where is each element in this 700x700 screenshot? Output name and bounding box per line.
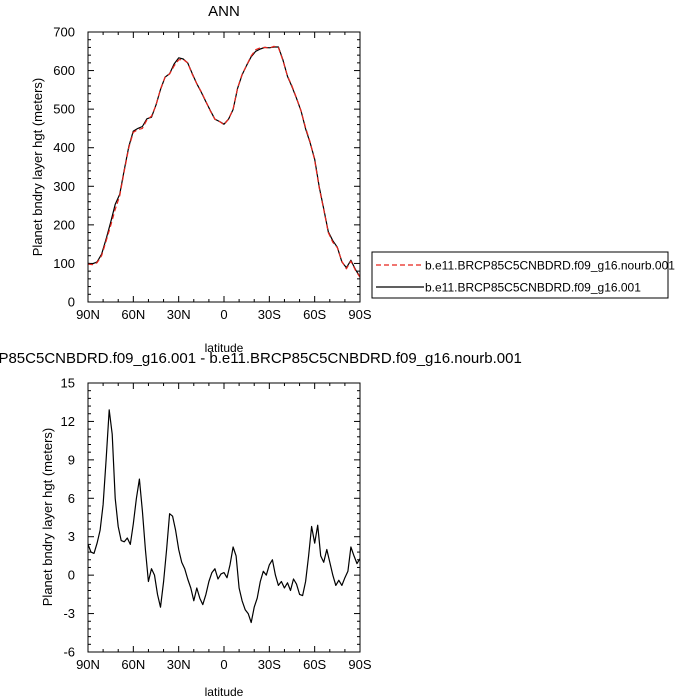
top-plot-title: ANN (208, 3, 240, 20)
top-y-tick-label: 400 (53, 140, 75, 155)
top-y-tick-label: 600 (53, 63, 75, 78)
bottom-plot-title: b.e11.BRCP85C5CNBDRD.f09_g16.001 - b.e11… (0, 350, 522, 367)
bottom-y-tick-label: 0 (68, 568, 75, 583)
bottom-x-tick-label: 60S (303, 657, 326, 672)
bottom-y-tick-label: 3 (68, 529, 75, 544)
bottom-plot: b.e11.BRCP85C5CNBDRD.f09_g16.001 - b.e11… (0, 350, 522, 699)
top-series-line-0 (87, 45, 361, 278)
bottom-x-tick-label: 90S (348, 657, 371, 672)
bottom-series-lines (87, 409, 361, 624)
top-y-tick-label: 200 (53, 217, 75, 232)
top-y-axis-label: Planet bndry layer hgt (meters) (30, 78, 45, 256)
top-x-tick-label: 90S (348, 307, 371, 322)
top-x-tick-label: 90N (76, 307, 100, 322)
bottom-x-tick-label: 60N (121, 657, 145, 672)
legend-box (371, 251, 669, 299)
bottom-y-axis-label: Planet bndry layer hgt (meters) (40, 428, 55, 606)
bottom-axis-ticks: 90N 60N 30N 0 30S 60S 90S -6 -3 0 3 6 9 12 15 (61, 376, 372, 673)
bottom-x-tick-label: 30S (258, 657, 281, 672)
top-y-tick-label: 700 (53, 25, 75, 40)
top-x-tick-label: 60S (303, 307, 326, 322)
bottom-y-tick-label: -3 (63, 606, 75, 621)
top-y-tick-label: 100 (53, 256, 75, 271)
top-series-lines (87, 45, 361, 278)
bottom-x-tick-label: 30N (167, 657, 191, 672)
bottom-y-tick-label: 6 (68, 491, 75, 506)
legend: b.e11.BRCP85C5CNBDRD.f09_g16.nourb.001 b… (371, 251, 675, 299)
top-x-tick-label: 30S (258, 307, 281, 322)
bottom-y-tick-label: -6 (63, 645, 75, 660)
top-y-tick-label: 0 (68, 295, 75, 310)
bottom-x-axis-label: latitude (205, 685, 244, 699)
bottom-y-tick-label: 12 (61, 414, 75, 429)
bottom-series-line-0 (87, 409, 361, 624)
top-x-tick-label: 0 (220, 307, 227, 322)
top-x-tick-label: 60N (121, 307, 145, 322)
top-series-line-1 (87, 46, 361, 278)
legend-label-nourb: b.e11.BRCP85C5CNBDRD.f09_g16.nourb.001 (425, 259, 675, 273)
bottom-x-tick-label: 0 (220, 657, 227, 672)
top-axis-ticks: 90N 60N 30N 0 30S 60S 90S 0 100 200 300 400 500 600 70… (53, 25, 372, 323)
bottom-y-tick-label: 15 (61, 376, 75, 391)
top-x-axis-label: latitude (205, 341, 244, 355)
bottom-x-tick-label: 90N (76, 657, 100, 672)
top-x-tick-label: 30N (167, 307, 191, 322)
bottom-plot-frame (87, 382, 361, 653)
top-plot-frame (87, 31, 361, 303)
top-y-tick-label: 300 (53, 179, 75, 194)
legend-label-control: b.e11.BRCP85C5CNBDRD.f09_g16.001 (425, 281, 641, 295)
top-plot: ANN latitude Planet bndry layer hgt (met… (30, 3, 372, 355)
top-y-tick-label: 500 (53, 102, 75, 117)
bottom-y-tick-label: 9 (68, 452, 75, 467)
